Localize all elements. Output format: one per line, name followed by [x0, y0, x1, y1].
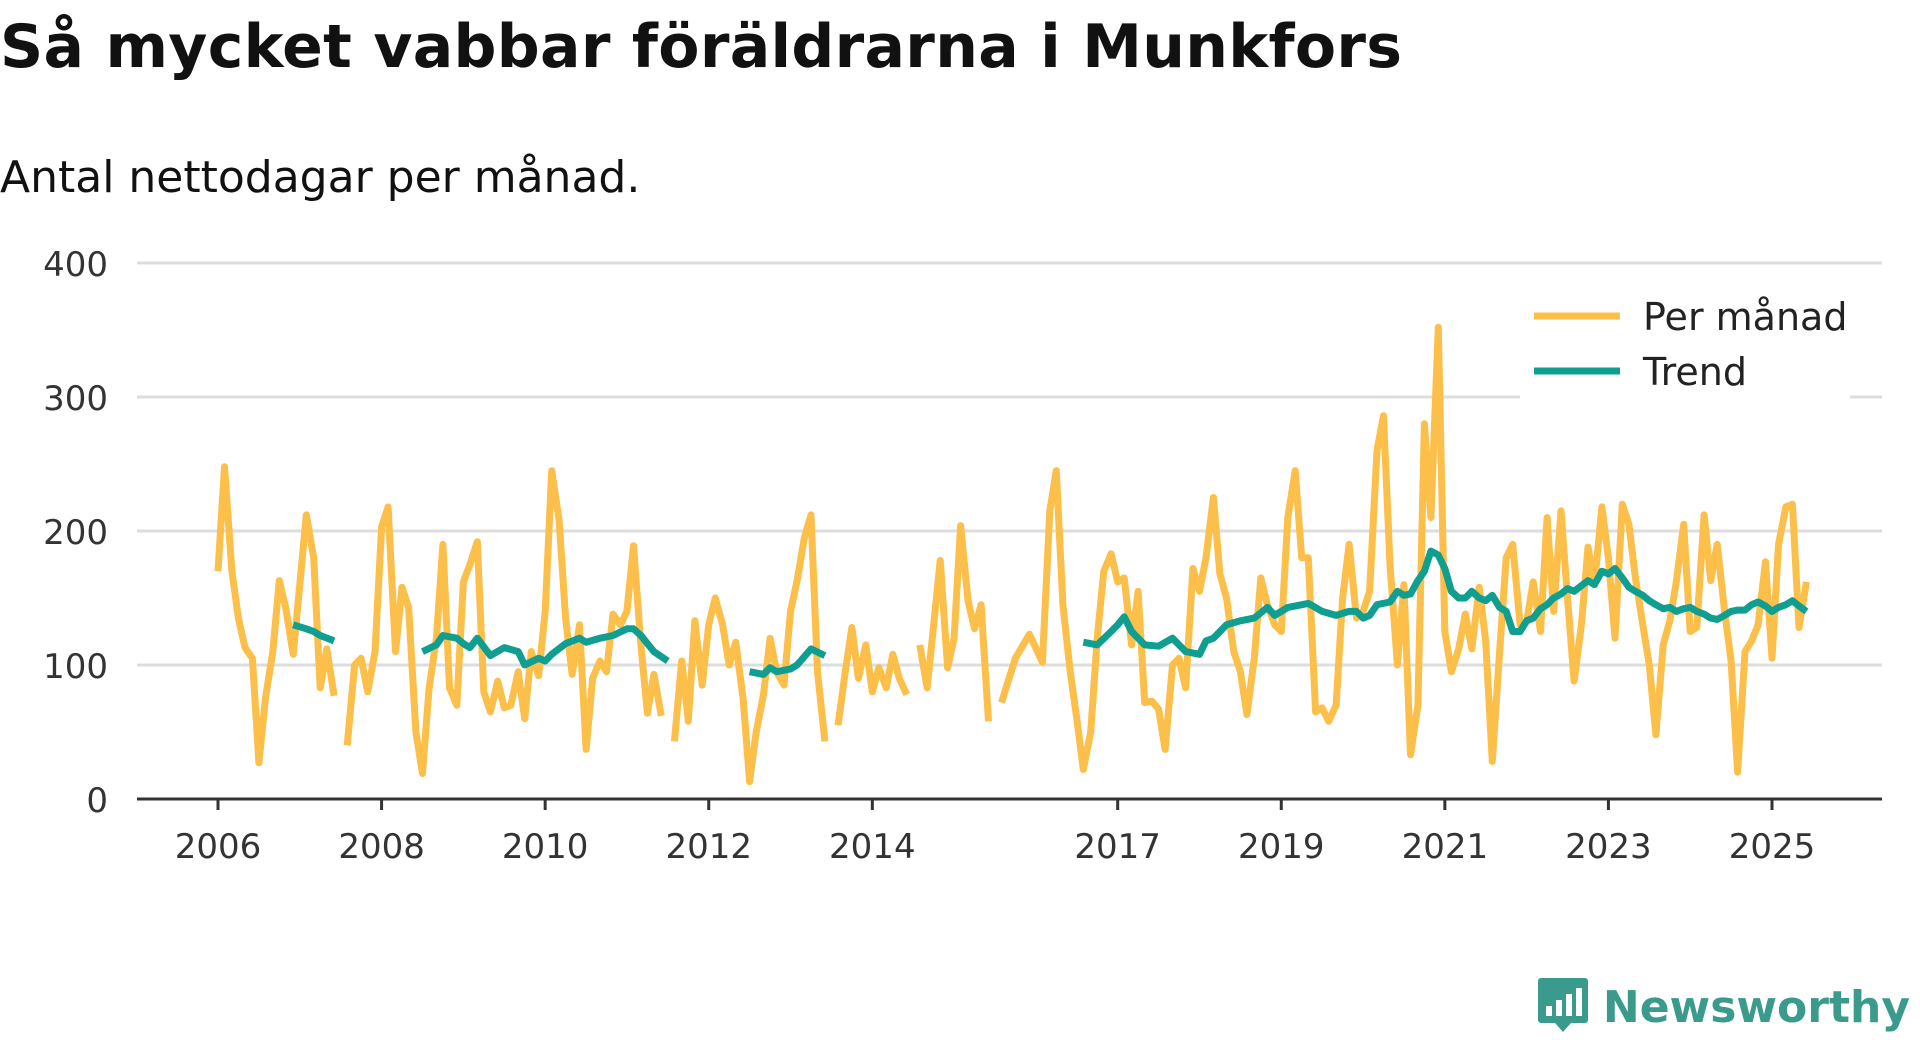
x-tick-label: 2008 — [338, 827, 425, 867]
x-tick-label: 2014 — [829, 827, 916, 867]
x-tick-label: 2021 — [1402, 827, 1489, 867]
brand-name: Newsworthy — [1602, 981, 1910, 1033]
series-trend-line-segment-2 — [748, 645, 827, 678]
series-trend-line-segment-3 — [1082, 547, 1809, 658]
x-tick-label: 2025 — [1729, 827, 1816, 867]
legend-label-per-manad: Per månad — [1643, 295, 1847, 339]
x-axis: 2006 2008 2010 2012 2014 2017 2019 2021 2023 2025 — [137, 797, 1882, 867]
x-tick-label: 2012 — [665, 827, 752, 867]
chart-title: Så mycket vabbar föräldrarna i Munkfors — [0, 12, 1403, 82]
series-per-manad-line-segment-3 — [834, 624, 910, 726]
series-trend-line-segment-1 — [420, 625, 670, 669]
x-tick-label: 2010 — [502, 827, 589, 867]
chart-subtitle: Antal nettodagar per månad. — [0, 152, 641, 203]
x-tick-label: 2023 — [1565, 827, 1652, 867]
x-tick-label: 2017 — [1074, 827, 1161, 867]
y-axis-ticks: 0 100 200 300 400 — [43, 245, 108, 821]
x-tick-label: 2019 — [1238, 827, 1325, 867]
series-trend-line-segment-0 — [292, 621, 336, 645]
series-per-manad-line-segment-1 — [343, 467, 665, 777]
y-tick-label: 100 — [43, 647, 108, 687]
brand-logo: Newsworthy — [1537, 976, 1910, 1038]
y-tick-label: 400 — [43, 245, 108, 285]
legend-label-trend: Trend — [1642, 350, 1747, 394]
bar-chart-bubble-icon — [1537, 976, 1589, 1038]
series-per-manad-line-segment-0 — [214, 463, 338, 767]
y-tick-label: 200 — [43, 513, 108, 553]
y-tick-label: 0 — [86, 781, 108, 821]
x-tick-label: 2006 — [175, 827, 262, 867]
series-per-manad-line-segment-5 — [998, 323, 1810, 776]
series-per-manad-line-segment-4 — [916, 522, 992, 722]
series-per-manad-line-segment-2 — [670, 511, 829, 786]
y-tick-label: 300 — [43, 379, 108, 419]
legend: Per månad Trend — [1520, 292, 1850, 402]
series-lines — [214, 323, 1810, 786]
